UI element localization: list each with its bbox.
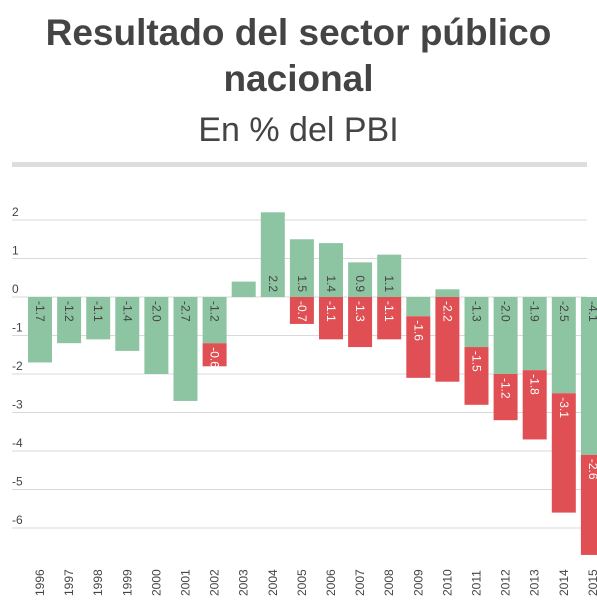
y-tick-label: -1 — [12, 321, 23, 335]
data-label: -2.0 — [499, 301, 513, 322]
bar-green — [260, 212, 285, 297]
data-label: -1.7 — [33, 301, 47, 322]
bar-green — [522, 297, 547, 371]
bar-green — [580, 297, 597, 455]
data-label: 1.1 — [382, 275, 396, 292]
x-tick-label: 2011 — [470, 570, 484, 596]
x-tick-label: 2005 — [295, 569, 309, 596]
bar-green — [289, 239, 314, 297]
x-tick-label: 2015 — [586, 569, 597, 596]
data-label: -2.2 — [440, 301, 454, 322]
data-label: -2.5 — [557, 301, 571, 322]
data-label: -4.1 — [586, 301, 597, 322]
bar-green — [28, 297, 52, 363]
data-label: -2.6 — [586, 459, 597, 480]
data-label: 0.9 — [353, 275, 367, 292]
data-label: -1.8 — [528, 374, 542, 395]
data-label: -1.2 — [499, 378, 513, 399]
data-label: -1.1 — [382, 301, 396, 322]
x-tick-label: 1999 — [120, 569, 134, 596]
x-tick-label: 1997 — [62, 569, 76, 596]
chart-title: Resultado del sector público nacional — [45, 12, 552, 99]
bar-green — [57, 297, 82, 344]
bar-red — [202, 343, 227, 367]
data-label: -0.7 — [295, 301, 309, 322]
bar-green — [115, 297, 140, 351]
data-label: -1.3 — [353, 301, 367, 322]
x-tick-label: 2002 — [208, 569, 222, 596]
bar-green — [319, 243, 343, 297]
x-tick-label: 2003 — [237, 569, 251, 596]
bar-green — [377, 254, 402, 297]
bar-green — [173, 297, 198, 401]
y-tick-label: 2 — [12, 205, 19, 219]
data-label: 1.4 — [324, 275, 338, 292]
data-label: -1.1 — [324, 301, 338, 322]
x-tick-label: 2000 — [149, 569, 163, 596]
bar-green — [406, 297, 431, 317]
bar-green — [464, 297, 489, 348]
y-tick-label: -4 — [12, 436, 23, 450]
bar-green — [86, 297, 111, 340]
chart-subtitle: En % del PBI — [198, 111, 399, 149]
data-label: -2.0 — [149, 301, 163, 322]
bar-green — [435, 289, 460, 297]
bar-red — [493, 374, 518, 421]
bar-red — [551, 393, 576, 513]
bar-red — [406, 316, 431, 378]
x-tick-label: 2006 — [324, 569, 338, 596]
x-tick-label: 2004 — [266, 569, 280, 596]
bar-green — [144, 297, 169, 374]
x-tick-label: 1998 — [91, 569, 105, 596]
bar-red — [464, 347, 489, 405]
x-tick-label: 2014 — [557, 569, 571, 596]
data-label: -1.1 — [91, 301, 105, 322]
bar-red — [435, 297, 460, 382]
data-label: 2.2 — [266, 275, 280, 292]
x-tick-label: 2009 — [411, 569, 425, 596]
x-tick-label: 1996 — [33, 569, 47, 596]
data-label: -1.2 — [62, 301, 76, 322]
y-tick-label: -2 — [12, 359, 23, 373]
bar-red — [289, 297, 314, 324]
data-label: -1.9 — [528, 301, 542, 322]
y-tick-label: -6 — [12, 513, 23, 527]
bar-green — [231, 281, 256, 297]
data-label: -1.3 — [470, 301, 484, 322]
bar-red — [580, 454, 597, 555]
y-tick-label: 1 — [12, 244, 19, 258]
bar-green — [348, 262, 373, 297]
data-label: -1.2 — [208, 301, 222, 322]
data-label: -1.4 — [120, 301, 134, 322]
bar-red — [522, 370, 547, 440]
data-label: 1.5 — [295, 275, 309, 292]
bar-red — [348, 297, 373, 348]
y-tick-label: -5 — [12, 475, 23, 489]
bar-green — [493, 297, 518, 374]
x-tick-label: 2012 — [499, 569, 513, 596]
y-tick-label: -3 — [12, 398, 23, 412]
x-tick-label: 2010 — [440, 569, 454, 596]
bar-red — [319, 297, 343, 340]
x-tick-label: 2007 — [353, 569, 367, 596]
data-label: -3.1 — [557, 397, 571, 418]
data-label: -2.7 — [179, 301, 193, 322]
title-divider — [12, 162, 587, 167]
bar-red — [377, 297, 402, 340]
bar-green — [551, 297, 576, 394]
data-label: -0.6 — [208, 347, 222, 368]
bar-green — [202, 297, 227, 344]
x-tick-label: 2001 — [179, 569, 193, 596]
data-label: -1.6 — [411, 320, 425, 341]
x-tick-label: 2008 — [382, 569, 396, 596]
x-tick-label: 2013 — [528, 569, 542, 596]
data-label: -1.5 — [470, 351, 484, 372]
y-tick-label: 0 — [12, 282, 19, 296]
